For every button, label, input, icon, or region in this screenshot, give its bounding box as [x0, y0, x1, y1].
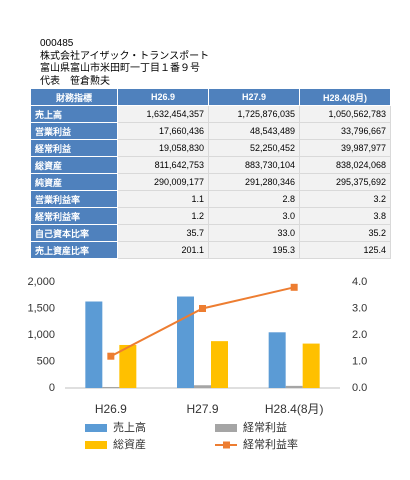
value-cell: 811,642,753: [117, 156, 209, 174]
header-row: 財務指標 H26.9 H27.9 H28.4(8月): [30, 88, 391, 106]
row-label: 自己資本比率: [30, 224, 118, 242]
header-line: 富山県富山市米田町一丁目１番９号: [40, 63, 200, 74]
table-row: 経常利益 19,058,830 52,250,452 39,987,977: [30, 139, 391, 157]
value-cell: 290,009,177: [117, 173, 209, 191]
y2-tick-label: 4.0: [352, 276, 367, 288]
row-label: 売上高: [30, 105, 118, 123]
value-cell: 33.0: [208, 224, 300, 242]
row-label: 経常利益率: [30, 207, 118, 225]
y-tick-label: 0: [49, 382, 55, 394]
y-tick-label: 1,000: [27, 329, 55, 341]
y2-tick-label: 0.0: [352, 382, 367, 394]
value-cell: 201.1: [117, 241, 209, 259]
value-cell: 3.0: [208, 207, 300, 225]
value-cell: 2.8: [208, 190, 300, 208]
y-tick-label: 500: [37, 355, 55, 367]
legend-swatch: [85, 424, 107, 432]
legend-swatch: [215, 424, 237, 432]
table-row: 純資産 290,009,177 291,280,346 295,375,692: [30, 173, 391, 191]
value-cell: 3.8: [299, 207, 391, 225]
table-row: 売上高 1,632,454,357 1,725,876,035 1,050,562,7…: [30, 105, 391, 123]
legend-marker: [223, 441, 230, 449]
chart: 0 500 1,000 1,500 2,000 0.0 1.0 2.0 3.0 4.0 H26.9 H…: [27, 276, 367, 451]
column-header: 財務指標: [30, 88, 118, 106]
value-cell: 35.7: [117, 224, 209, 242]
bar: [211, 341, 228, 388]
legend-label: 経常利益率: [243, 437, 298, 451]
value-cell: 33,796,667: [299, 122, 391, 140]
table-row: 総資産 811,642,753 883,730,104 838,024,068: [30, 156, 391, 174]
table-row: 経常利益率 1.2 3.0 3.8: [30, 207, 391, 225]
table-row: 営業利益 17,660,436 48,543,489 33,796,667: [30, 122, 391, 140]
bar: [102, 386, 120, 388]
x-tick-label: H27.9: [186, 402, 218, 416]
value-cell: 838,024,068: [299, 156, 391, 174]
financial-table: 財務指標 H26.9 H27.9 H28.4(8月) 売上高 1,632,454,357 1…: [30, 88, 391, 259]
column-header: H28.4(8月): [299, 88, 391, 106]
value-cell: 39,987,977: [299, 139, 391, 157]
value-cell: 1,632,454,357: [117, 105, 209, 123]
bar: [85, 301, 103, 388]
table-row: 自己資本比率 35.7 33.0 35.2: [30, 224, 391, 242]
y-tick-label: 1,500: [27, 302, 55, 314]
marker: [199, 305, 206, 312]
column-header: H26.9: [117, 88, 209, 106]
bar: [119, 344, 137, 388]
header: 000485 株式会社アイザック・トランスポート 富山県富山市米田町一丁目１番９号代…: [40, 38, 209, 88]
value-cell: 1,725,876,035: [208, 105, 300, 123]
value-cell: 883,730,104: [208, 156, 300, 174]
value-cell: 35.2: [299, 224, 391, 242]
x-tick-label: H28.4(8月): [265, 402, 324, 416]
header-line: 代表 笹倉勲夫: [40, 75, 110, 87]
y-tick-label: 2,000: [27, 276, 55, 288]
row-label: 経常利益: [30, 139, 118, 157]
value-cell: 1.1: [117, 190, 209, 208]
legend-label: 経常利益: [243, 420, 287, 434]
y2-tick-label: 1.0: [352, 355, 367, 367]
row-label: 総資産: [30, 156, 118, 174]
marker: [107, 352, 115, 360]
legend-label: 総資産: [113, 437, 146, 451]
value-cell: 125.4: [299, 241, 391, 259]
legend-swatch: [85, 441, 107, 449]
y2-tick-label: 3.0: [352, 302, 367, 314]
table-row: 売上資産比率 201.1 195.3 125.4: [30, 241, 391, 259]
marker: [290, 283, 298, 291]
value-cell: 195.3: [208, 241, 300, 259]
value-cell: 295,375,692: [299, 173, 391, 191]
header-line: 株式会社アイザック・トランスポート: [40, 50, 210, 62]
column-header: H27.9: [208, 88, 300, 106]
value-cell: 291,280,346: [208, 173, 300, 191]
value-cell: 17,660,436: [117, 122, 209, 140]
value-cell: 48,543,489: [208, 122, 300, 140]
value-cell: 3.2: [299, 190, 391, 208]
row-label: 純資産: [30, 173, 118, 191]
legend-label: 売上高: [113, 420, 146, 434]
y2-tick-label: 2.0: [352, 329, 367, 341]
table-row: 営業利益率 1.1 2.8 3.2: [30, 190, 391, 208]
row-label: 営業利益: [30, 122, 118, 140]
bar: [302, 343, 320, 388]
header-line: 000485: [40, 38, 74, 49]
bar: [194, 385, 211, 388]
value-cell: 52,250,452: [208, 139, 300, 157]
row-label: 売上資産比率: [30, 241, 118, 259]
bar: [285, 385, 303, 388]
row-label: 営業利益率: [30, 190, 118, 208]
line: [110, 286, 295, 358]
value-cell: 1,050,562,783: [299, 105, 391, 123]
bar: [177, 296, 194, 388]
bar: [268, 332, 286, 388]
value-cell: 1.2: [117, 207, 209, 225]
value-cell: 19,058,830: [117, 139, 209, 157]
x-tick-label: H26.9: [95, 402, 127, 416]
